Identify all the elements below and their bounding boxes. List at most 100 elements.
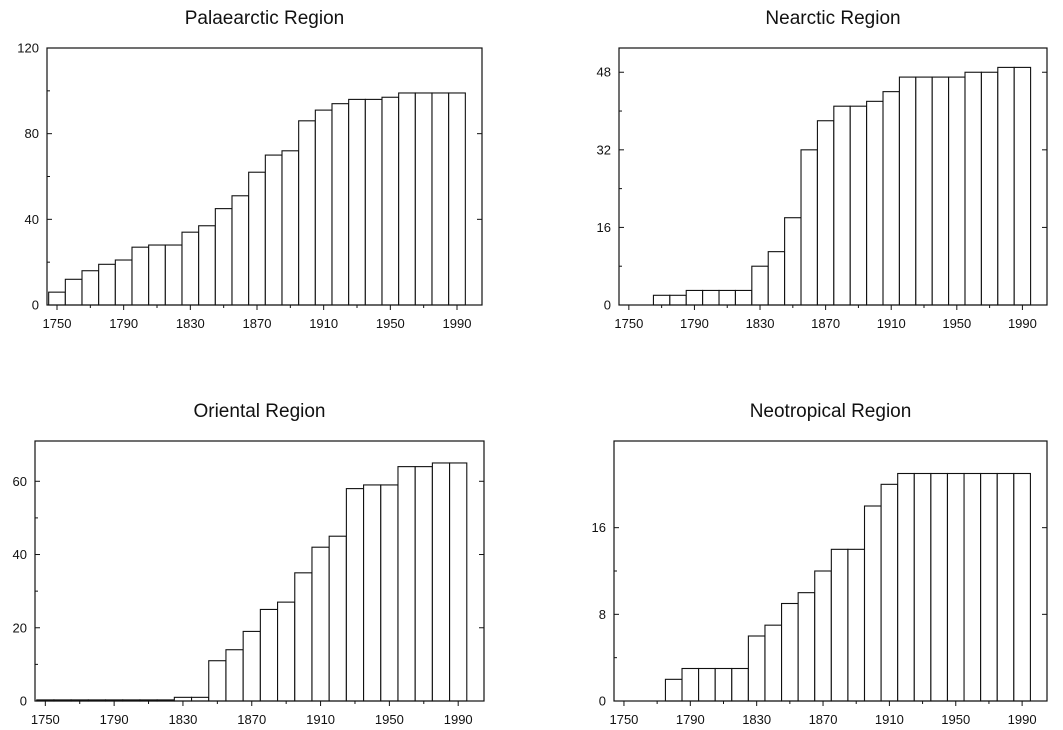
- y-tick-label: 0: [20, 694, 27, 709]
- plot-frame: [34, 440, 485, 702]
- y-tick-label: 120: [17, 41, 39, 56]
- bar-1840: [198, 225, 216, 306]
- bar-1880: [264, 154, 283, 306]
- x-tick-label: 1910: [877, 316, 906, 331]
- bar-1960: [963, 472, 982, 702]
- bar-1920: [331, 103, 350, 306]
- bar-1860: [800, 149, 818, 306]
- bar-1780: [669, 294, 687, 306]
- bar-1880: [833, 105, 851, 306]
- y-tick-label: 8: [599, 607, 606, 622]
- y-tick-label: 40: [13, 547, 27, 562]
- bar-1790: [114, 259, 133, 306]
- x-tick-label: 1830: [176, 316, 205, 331]
- bar-1820: [164, 244, 183, 306]
- bar-1870: [242, 630, 261, 702]
- bar-1810: [714, 667, 733, 702]
- bar-1980: [997, 66, 1015, 306]
- x-tick-label: 1950: [376, 316, 405, 331]
- panel-title: Neotropical Region: [750, 401, 912, 422]
- x-tick-label: 1830: [746, 316, 775, 331]
- bar-1870: [814, 570, 832, 702]
- panel-title: Oriental Region: [193, 401, 325, 422]
- x-tick-label: 1910: [309, 316, 338, 331]
- x-tick-label: 1910: [306, 712, 335, 727]
- bar-1970: [980, 472, 998, 702]
- x-tick-label: 1870: [809, 712, 838, 727]
- panel-0: Palaearctic Region 0 40 80 120 1750 1790 1830 18…: [17, 8, 483, 331]
- bar-1780: [98, 263, 116, 306]
- bar-1750: [48, 291, 66, 306]
- bar-1950: [380, 484, 399, 702]
- x-tick-label: 1990: [1008, 712, 1037, 727]
- bar-1900: [294, 572, 313, 702]
- bar-1930: [915, 76, 933, 306]
- x-tick-label: 1950: [942, 316, 971, 331]
- bar-1880: [830, 548, 849, 702]
- y-tick-label: 32: [597, 142, 611, 157]
- x-tick-label: 1750: [43, 316, 72, 331]
- bar-1950: [948, 76, 966, 306]
- bar-1800: [131, 246, 150, 306]
- bar-1780: [664, 678, 683, 702]
- bar-1840: [764, 624, 783, 702]
- bar-1890: [281, 150, 300, 306]
- bar-1910: [880, 483, 899, 702]
- x-tick-label: 1990: [444, 712, 473, 727]
- bar-1850: [208, 660, 227, 702]
- x-tick-label: 1750: [609, 712, 638, 727]
- bar-1790: [681, 667, 700, 702]
- x-tick-label: 1830: [742, 712, 771, 727]
- y-tick-label: 48: [597, 65, 611, 80]
- bar-1970: [980, 71, 999, 306]
- x-tick-label: 1790: [100, 712, 129, 727]
- bar-1990: [1013, 66, 1032, 306]
- bar-1980: [431, 462, 451, 702]
- bar-1800: [702, 289, 720, 306]
- bar-1970: [414, 466, 433, 702]
- bar-1990: [1013, 472, 1031, 702]
- y-tick-label: 0: [599, 694, 606, 709]
- bar-1920: [897, 472, 915, 702]
- bar-1850: [214, 208, 233, 306]
- x-tick-label: 1830: [168, 712, 197, 727]
- bar-1980: [431, 92, 450, 306]
- bar-1790: [685, 289, 704, 306]
- bar-1900: [298, 120, 316, 306]
- bar-1970: [414, 92, 433, 306]
- bar-1900: [863, 505, 882, 702]
- bar-1770: [81, 270, 100, 306]
- y-tick-label: 0: [32, 298, 39, 313]
- bar-1860: [231, 195, 250, 306]
- bar-1930: [913, 472, 932, 702]
- x-tick-label: 1990: [443, 316, 472, 331]
- bar-1930: [345, 488, 365, 702]
- y-tick-label: 16: [592, 520, 606, 535]
- y-tick-label: 20: [13, 620, 27, 635]
- bar-1930: [348, 98, 366, 306]
- x-tick-label: 1870: [811, 316, 840, 331]
- bar-1940: [930, 472, 949, 702]
- x-tick-label: 1790: [676, 712, 705, 727]
- bar-1830: [751, 265, 769, 306]
- y-tick-label: 60: [13, 474, 27, 489]
- bar-1760: [64, 278, 83, 306]
- bar-1920: [898, 76, 917, 306]
- bar-1770: [652, 294, 671, 306]
- bar-1910: [311, 546, 330, 702]
- bar-1800: [698, 667, 716, 702]
- bar-1950: [946, 472, 965, 702]
- x-tick-label: 1750: [614, 316, 643, 331]
- y-tick-label: 80: [25, 126, 39, 141]
- bar-1990: [448, 92, 466, 306]
- bar-1890: [847, 548, 866, 702]
- bar-1940: [364, 98, 383, 306]
- y-tick-label: 0: [604, 298, 611, 313]
- bar-1920: [328, 535, 347, 702]
- bar-1820: [731, 667, 749, 702]
- bar-1890: [849, 105, 868, 306]
- bar-1850: [784, 217, 802, 306]
- y-tick-label: 16: [597, 220, 611, 235]
- bar-1890: [277, 601, 296, 702]
